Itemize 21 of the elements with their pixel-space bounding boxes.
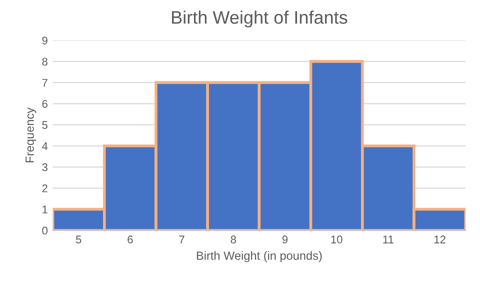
x-tick-label: 5 [76, 236, 82, 244]
y-tick-label: 2 [42, 184, 48, 192]
y-tick-label: 0 [42, 226, 48, 235]
y-tick-label: 9 [42, 36, 48, 44]
y-tick-label: 3 [42, 163, 48, 172]
x-tick-label: 7 [179, 236, 184, 244]
y-tick-label: 7 [42, 78, 48, 87]
y-tick-label: 5 [42, 121, 48, 129]
y-tick-label: 4 [42, 142, 48, 150]
x-tick-label: 6 [128, 236, 133, 244]
chart-title: Birth Weight of Infants [172, 10, 348, 28]
x-tick-label: 11 [383, 236, 394, 244]
x-tick-label: 12 [434, 236, 446, 244]
x-tick-label: 8 [230, 236, 236, 244]
y-tick-label: 1 [42, 206, 48, 214]
y-axis-title: Frequency [26, 107, 36, 162]
y-tick-label: 6 [42, 100, 48, 108]
y-tick-label: 8 [42, 58, 48, 66]
x-axis-title: Birth Weight (in pounds) [196, 251, 322, 262]
x-tick-label: 9 [282, 236, 288, 244]
x-tick-label: 10 [331, 236, 342, 244]
